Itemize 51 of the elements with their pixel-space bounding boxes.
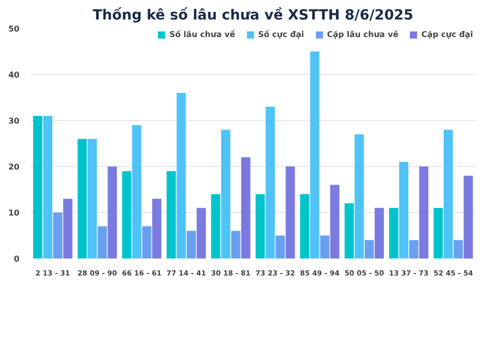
bar <box>320 236 330 258</box>
y-tick-label: 50 <box>8 24 20 34</box>
chart-title: Thống kê số lâu chưa về XSTTH 8/6/2025 <box>92 6 414 24</box>
bar <box>43 116 52 258</box>
bar <box>330 184 340 258</box>
legend-label: Số lâu chưa về <box>170 30 236 39</box>
y-tick-label: 30 <box>8 116 20 126</box>
bar <box>310 52 320 258</box>
bar <box>344 203 354 258</box>
bar <box>444 130 453 258</box>
bar <box>186 230 196 258</box>
bar <box>196 208 206 258</box>
y-tick-label: 20 <box>8 162 20 172</box>
bar <box>221 130 230 258</box>
bar <box>464 176 473 258</box>
bar <box>98 226 107 258</box>
bar <box>374 208 384 258</box>
legend-label: Cặp lâu chưa về <box>327 30 398 39</box>
bar <box>419 166 428 258</box>
bar <box>389 208 398 258</box>
bar <box>108 166 117 258</box>
bar <box>152 198 162 258</box>
bar <box>409 240 418 258</box>
y-tick-label: 0 <box>14 254 20 264</box>
y-tick-label: 10 <box>8 208 20 218</box>
bar <box>166 171 176 258</box>
bar <box>88 138 97 258</box>
bar <box>33 116 42 258</box>
legend-label: Cặp cực đại <box>421 30 473 39</box>
bar <box>300 194 310 258</box>
bar <box>231 230 240 258</box>
bar <box>176 92 186 258</box>
bar <box>241 157 250 258</box>
legend-label: Số cực đại <box>258 30 304 39</box>
bar <box>78 138 87 258</box>
bar <box>364 240 374 258</box>
y-tick-label: 40 <box>8 70 20 80</box>
bar <box>434 208 443 258</box>
bar <box>122 171 132 258</box>
bar <box>276 236 285 258</box>
bar <box>132 125 142 258</box>
bar <box>211 194 220 258</box>
bar <box>354 134 364 258</box>
bar <box>63 198 72 258</box>
bar <box>399 162 408 258</box>
bar <box>256 194 265 258</box>
bar <box>266 106 275 258</box>
bar <box>142 226 152 258</box>
bar <box>286 166 295 258</box>
bar <box>53 212 62 258</box>
bar <box>454 240 463 258</box>
